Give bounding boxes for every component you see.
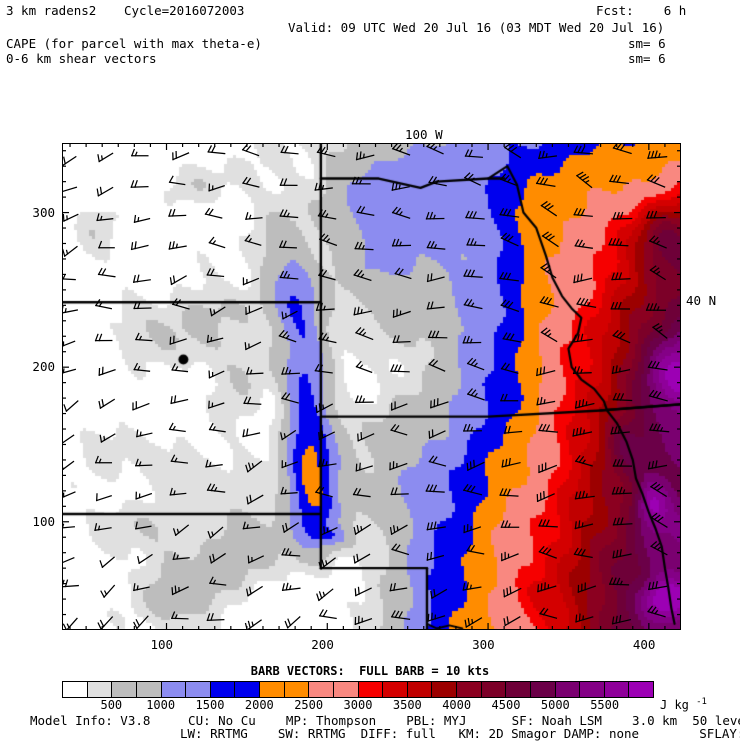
colorbar-tick-2500: 2500 — [294, 698, 323, 712]
colorbar-swatch-20 — [556, 682, 581, 697]
colorbar-swatch-16 — [457, 682, 482, 697]
longitude-label: 100 W — [405, 127, 443, 142]
cape-colorbar[interactable] — [62, 681, 654, 698]
colorbar-swatch-8 — [260, 682, 285, 697]
colorbar-swatch-13 — [383, 682, 408, 697]
x-axis-tick-label-400: 400 — [633, 637, 656, 652]
map-frame-border — [62, 143, 681, 630]
colorbar-swatch-4 — [162, 682, 187, 697]
colorbar-tick-500: 500 — [100, 698, 122, 712]
colorbar-tick-3000: 3000 — [344, 698, 373, 712]
x-axis-tick-label-100: 100 — [151, 637, 174, 652]
field-primary-label: CAPE (for parcel with max theta-e) — [6, 36, 262, 51]
latitude-label: 40 N — [686, 293, 716, 308]
model-name-label: 3 km radens2 — [6, 3, 96, 18]
colorbar-swatch-6 — [211, 682, 236, 697]
colorbar-swatch-15 — [432, 682, 457, 697]
colorbar-swatch-1 — [88, 682, 113, 697]
y-axis-tick-label-100: 100 — [17, 514, 55, 529]
y-axis-tick-label-200: 200 — [17, 359, 55, 374]
smoothing-secondary-label: sm= 6 — [628, 51, 666, 66]
colorbar-swatch-22 — [605, 682, 630, 697]
field-secondary-label: 0-6 km shear vectors — [6, 51, 157, 66]
map-plot-area[interactable] — [62, 143, 681, 630]
colorbar-tick-3500: 3500 — [393, 698, 422, 712]
colorbar-swatch-23 — [629, 682, 653, 697]
y-axis-tick-label-300: 300 — [17, 205, 55, 220]
colorbar-title: BARB VECTORS: FULL BARB = 10 kts — [0, 664, 740, 678]
colorbar-swatch-5 — [186, 682, 211, 697]
colorbar-swatch-18 — [506, 682, 531, 697]
colorbar-units-label: J kg -1 — [660, 697, 707, 712]
colorbar-tick-5000: 5000 — [541, 698, 570, 712]
colorbar-swatch-19 — [531, 682, 556, 697]
colorbar-tick-4500: 4500 — [492, 698, 521, 712]
cycle-label: Cycle=2016072003 — [124, 3, 244, 18]
colorbar-tick-4000: 4000 — [442, 698, 471, 712]
colorbar-swatch-17 — [482, 682, 507, 697]
colorbar-swatch-7 — [235, 682, 260, 697]
valid-time-label: Valid: 09 UTC Wed 20 Jul 16 (03 MDT Wed … — [288, 20, 664, 35]
x-axis-tick-label-200: 200 — [311, 637, 334, 652]
colorbar-tick-5500: 5500 — [590, 698, 619, 712]
colorbar-swatch-0 — [63, 682, 88, 697]
colorbar-swatch-11 — [334, 682, 359, 697]
forecast-hour-label: Fcst: 6 h — [596, 3, 686, 18]
smoothing-primary-label: sm= 6 — [628, 36, 666, 51]
colorbar-tick-1000: 1000 — [146, 698, 175, 712]
colorbar-swatch-2 — [112, 682, 137, 697]
colorbar-swatch-14 — [408, 682, 433, 697]
colorbar-tick-labels: 500 1000 1500 2000 2500 3000 3500 4000 4500 5000 5… — [0, 698, 740, 714]
colorbar-swatch-9 — [285, 682, 310, 697]
x-axis-tick-label-300: 300 — [472, 637, 495, 652]
colorbar-swatch-3 — [137, 682, 162, 697]
colorbar-swatch-10 — [309, 682, 334, 697]
colorbar-swatch-12 — [359, 682, 384, 697]
model-info-row-2: LW: RRTMG SW: RRTMG DIFF: full KM: 2D Sm… — [180, 726, 740, 741]
colorbar-tick-2000: 2000 — [245, 698, 274, 712]
colorbar-swatch-21 — [580, 682, 605, 697]
colorbar-tick-1500: 1500 — [196, 698, 225, 712]
